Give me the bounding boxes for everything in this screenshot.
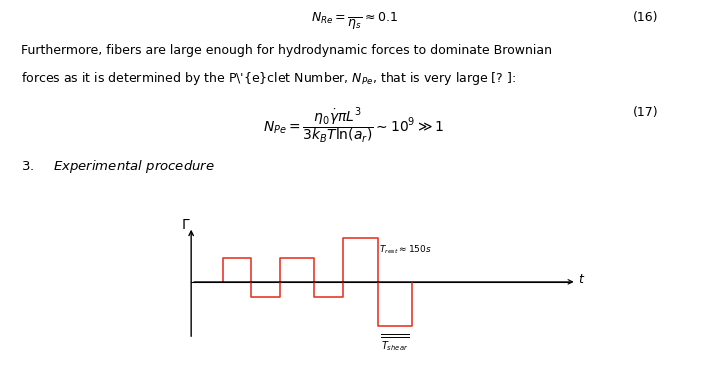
Text: (16): (16) bbox=[633, 11, 658, 24]
Text: $T_{shear}$: $T_{shear}$ bbox=[381, 339, 409, 353]
Text: $t$: $t$ bbox=[578, 273, 586, 286]
Text: $\Gamma$: $\Gamma$ bbox=[181, 218, 191, 232]
Text: forces as it is determined by the P\'{e}clet Number, $N_{Pe}$, that is very larg: forces as it is determined by the P\'{e}… bbox=[21, 70, 516, 87]
Text: $3.$    $\it{Experimental\ procedure}$: $3.$ $\it{Experimental\ procedure}$ bbox=[21, 158, 215, 175]
Text: $N_{Pe} = \dfrac{\eta_0 \dot{\gamma} \pi L^3}{3k_BT\ln(a_r)} \sim 10^9 \gg 1$: $N_{Pe} = \dfrac{\eta_0 \dot{\gamma} \pi… bbox=[263, 106, 445, 146]
Text: (17): (17) bbox=[633, 106, 658, 119]
Text: $T_{rest}{\approx}150s$: $T_{rest}{\approx}150s$ bbox=[379, 244, 431, 257]
Text: Furthermore, fibers are large enough for hydrodynamic forces to dominate Brownia: Furthermore, fibers are large enough for… bbox=[21, 44, 552, 57]
Text: $N_{Re} = \dfrac{\quad}{\eta_s} \approx 0.1$: $N_{Re} = \dfrac{\quad}{\eta_s} \approx … bbox=[311, 11, 397, 32]
